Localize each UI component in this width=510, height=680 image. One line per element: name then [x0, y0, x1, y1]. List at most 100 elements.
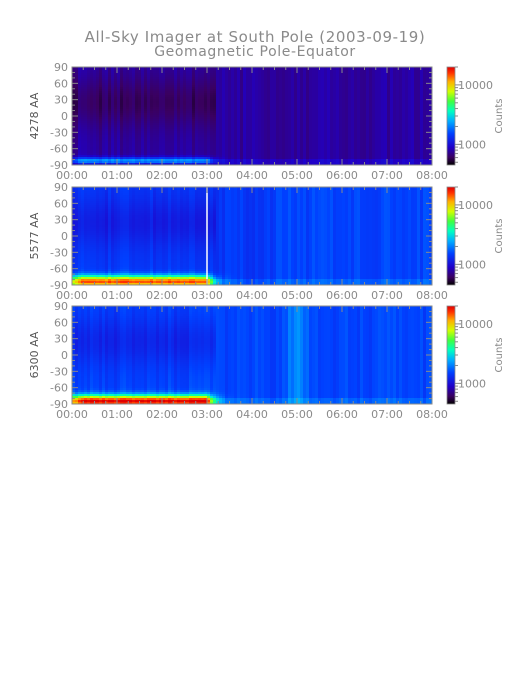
heatmap-cell	[174, 91, 178, 94]
heatmap-cell	[132, 157, 136, 160]
heatmap-cell	[147, 109, 151, 112]
heatmap-cell	[126, 109, 130, 112]
heatmap-cell	[84, 95, 88, 98]
heatmap-cell	[126, 131, 130, 134]
heatmap-cell	[75, 105, 79, 108]
heatmap-cell	[90, 69, 94, 72]
heatmap-cell	[201, 95, 205, 98]
heatmap-cell	[117, 101, 121, 104]
heatmap-cell	[129, 93, 133, 96]
heatmap-cell	[132, 129, 136, 132]
heatmap-cell	[111, 91, 115, 94]
heatmap-cell	[150, 141, 154, 144]
heatmap-cell	[162, 161, 166, 164]
heatmap-cell	[126, 91, 130, 94]
heatmap-cell	[84, 73, 88, 76]
heatmap-cell	[201, 83, 205, 86]
heatmap-cell	[189, 125, 193, 128]
heatmap-cell	[216, 69, 220, 72]
heatmap-cell	[105, 115, 109, 118]
heatmap-cell	[213, 89, 217, 92]
heatmap-cell	[186, 151, 190, 154]
heatmap-cell	[162, 153, 166, 156]
heatmap-cell	[213, 121, 217, 124]
heatmap-cell	[102, 137, 106, 140]
heatmap-cell	[174, 73, 178, 76]
heatmap-cell	[126, 85, 130, 88]
heatmap-cell	[162, 147, 166, 150]
heatmap-cell	[141, 91, 145, 94]
heatmap-cell	[135, 85, 139, 88]
heatmap-cell	[111, 69, 115, 72]
heatmap-cell	[189, 113, 193, 116]
heatmap-cell	[96, 133, 100, 136]
heatmap-cell	[96, 81, 100, 84]
heatmap-cell	[96, 147, 100, 150]
heatmap-cell	[174, 155, 178, 158]
heatmap-cell	[183, 135, 187, 138]
heatmap-cell	[99, 89, 103, 92]
heatmap-cell	[135, 143, 139, 146]
heatmap-cell	[120, 99, 124, 102]
heatmap-cell	[210, 147, 214, 150]
heatmap-cell	[156, 95, 160, 98]
heatmap-cell	[201, 105, 205, 108]
heatmap-cell	[204, 85, 208, 88]
heatmap-cell	[180, 163, 184, 166]
heatmap-cell	[162, 117, 166, 120]
heatmap-cell	[177, 69, 181, 72]
heatmap-cell	[165, 127, 169, 130]
heatmap-cell	[126, 135, 130, 138]
heatmap-cell	[162, 149, 166, 152]
heatmap-cell	[216, 129, 220, 132]
heatmap-cell	[213, 73, 217, 76]
heatmap-cell	[165, 113, 169, 116]
heatmap-cell	[198, 81, 202, 84]
heatmap-cell	[198, 89, 202, 92]
heatmap-cell	[72, 145, 76, 148]
heatmap-cell	[171, 157, 175, 160]
heatmap-cell	[81, 103, 85, 106]
heatmap-cell	[120, 119, 124, 122]
heatmap-cell	[123, 99, 127, 102]
heatmap-cell	[123, 71, 127, 74]
heatmap-cell	[75, 143, 79, 146]
heatmap-cell	[87, 113, 91, 116]
heatmap-cell	[165, 117, 169, 120]
heatmap-cell	[120, 143, 124, 146]
heatmap-cell	[84, 93, 88, 96]
heatmap-cell	[174, 107, 178, 110]
heatmap-cell	[207, 93, 211, 96]
heatmap-cell	[216, 87, 220, 90]
heatmap-cell	[135, 99, 139, 102]
heatmap-cell	[168, 75, 172, 78]
heatmap-cell	[144, 95, 148, 98]
heatmap-cell	[195, 73, 199, 76]
heatmap-cell	[162, 73, 166, 76]
heatmap-cell	[201, 73, 205, 76]
heatmap-cell	[78, 121, 82, 124]
heatmap-cell	[174, 83, 178, 86]
heatmap-cell	[189, 123, 193, 126]
heatmap-cell	[210, 141, 214, 144]
heatmap-cell	[198, 77, 202, 80]
heatmap-cell	[156, 107, 160, 110]
heatmap-cell	[78, 103, 82, 106]
heatmap-cell	[213, 145, 217, 148]
heatmap-cell	[150, 143, 154, 146]
heatmap-cell	[108, 75, 112, 78]
heatmap-cell	[90, 73, 94, 76]
heatmap-cell	[171, 137, 175, 140]
heatmap-cell	[180, 121, 184, 124]
heatmap-cell	[168, 67, 172, 70]
heatmap-cell	[168, 71, 172, 74]
heatmap-cell	[93, 135, 97, 138]
heatmap-cell	[180, 93, 184, 96]
heatmap-cell	[156, 113, 160, 116]
heatmap-cell	[150, 111, 154, 114]
heatmap-cell	[216, 83, 220, 86]
heatmap-cell	[81, 153, 85, 156]
heatmap-cell	[87, 125, 91, 128]
heatmap-cell	[120, 149, 124, 152]
heatmap-cell	[93, 117, 97, 120]
